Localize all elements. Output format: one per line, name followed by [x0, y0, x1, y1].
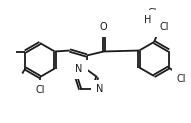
- Text: O: O: [100, 22, 108, 31]
- Text: Cl: Cl: [159, 22, 168, 32]
- Text: Cl: Cl: [177, 74, 186, 84]
- Text: Cl: Cl: [35, 85, 45, 95]
- Text: N: N: [96, 84, 104, 94]
- Text: N: N: [75, 64, 83, 75]
- Text: Cl: Cl: [148, 8, 158, 18]
- Text: H: H: [144, 15, 151, 25]
